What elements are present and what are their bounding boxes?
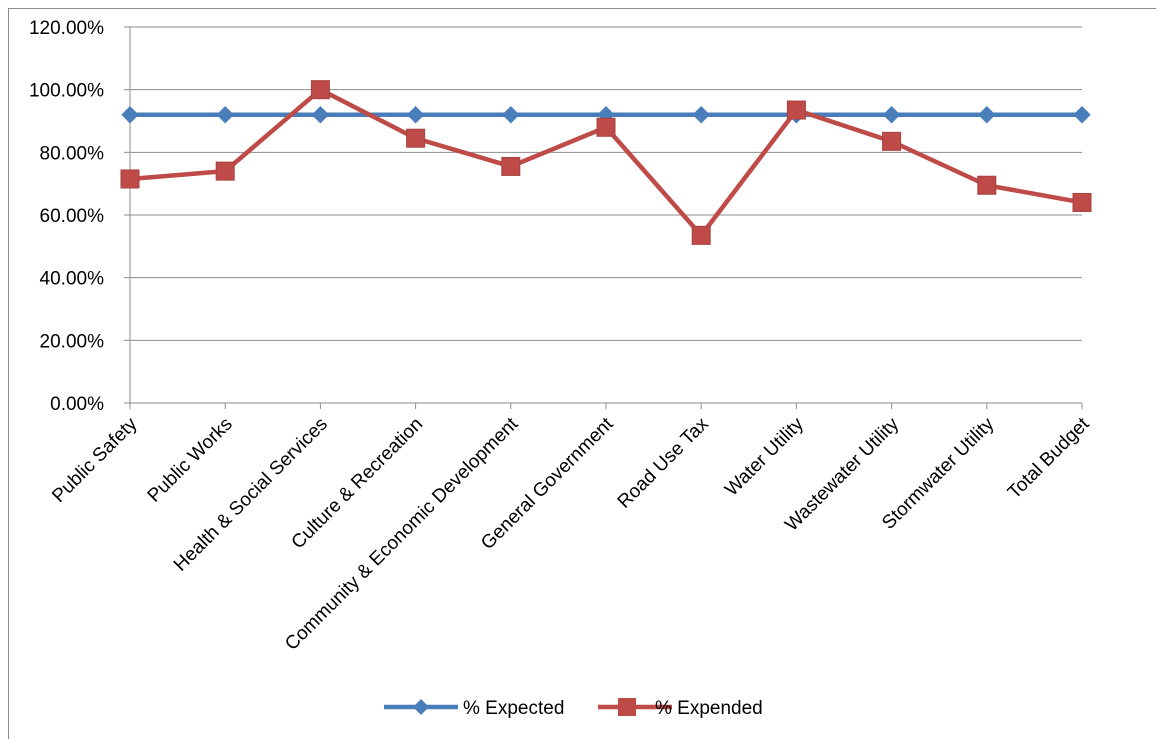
y-tick-label: 60.00% [40, 206, 105, 227]
x-category-label: Total Budget [1004, 413, 1094, 503]
data-point-square [120, 169, 140, 189]
data-point-square [215, 161, 235, 181]
data-point-diamond [502, 106, 520, 124]
gridlines [130, 26, 1082, 404]
data-point-square [977, 175, 997, 195]
y-tick-label: 20.00% [40, 331, 105, 352]
x-category-label: Water Utility [721, 413, 808, 500]
x-category-label: Health & Social Services [170, 414, 332, 576]
y-tick-label: 0.00% [50, 394, 104, 415]
x-category-label: Road Use Tax [614, 413, 713, 512]
data-point-diamond [311, 106, 330, 124]
data-point-square [310, 80, 330, 100]
legend-marker-square [618, 698, 636, 716]
data-point-square [1072, 192, 1092, 212]
y-tick-label: 80.00% [40, 143, 105, 164]
data-point-diamond [216, 106, 234, 124]
x-category-label: Public Works [144, 414, 237, 507]
data-point-diamond [406, 106, 425, 124]
data-point-diamond [882, 106, 901, 124]
y-axis: 0.00% 20.00% 40.00% 60.00% 80.00% 100.00% 120.… [29, 18, 131, 415]
y-tick-label: 100.00% [29, 81, 104, 102]
data-point-square [882, 131, 902, 151]
data-point-square [501, 156, 521, 176]
chart-area-border [8, 8, 1156, 739]
data-point-square [691, 225, 711, 245]
data-point-diamond [1073, 106, 1091, 124]
y-tick-label: 120.00% [29, 18, 104, 39]
data-point-square [786, 100, 806, 120]
legend-marker-diamond [413, 699, 429, 715]
data-point-diamond [978, 106, 996, 124]
data-point-square [406, 128, 426, 148]
series-layer [120, 80, 1092, 245]
y-tick-label: 40.00% [40, 269, 105, 290]
x-category-label: Public Safety [48, 413, 142, 507]
legend-label: % Expended [655, 698, 763, 719]
data-point-diamond [692, 106, 710, 124]
data-point-square [596, 117, 616, 137]
data-point-diamond [121, 106, 139, 124]
legend: % Expected % Expended [384, 698, 763, 719]
legend-label: % Expected [463, 698, 564, 719]
